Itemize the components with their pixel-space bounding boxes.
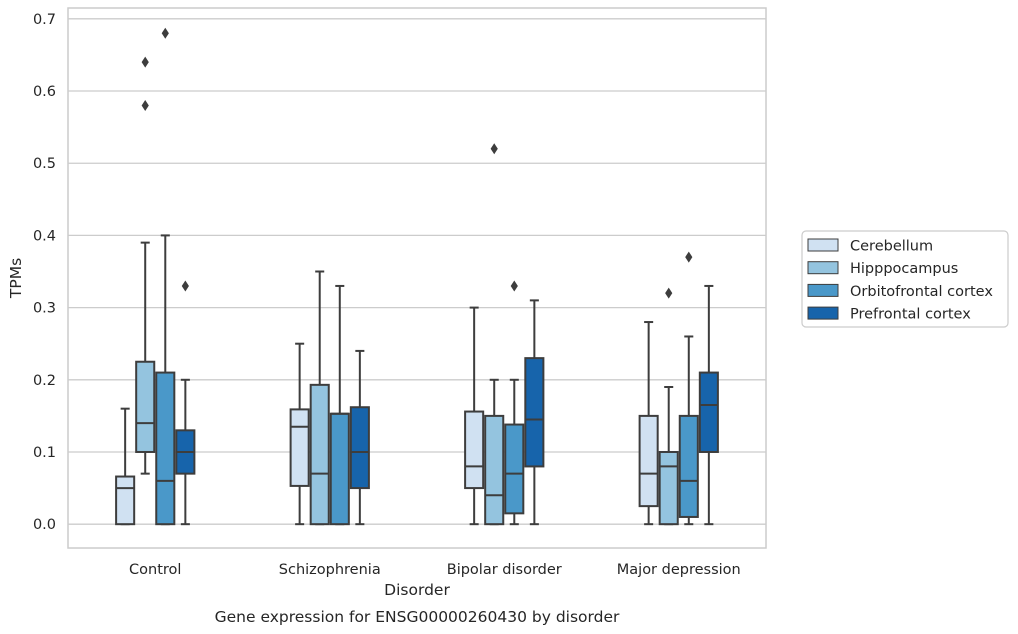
outlier-point bbox=[161, 27, 169, 39]
box-iqr bbox=[329, 412, 350, 526]
box-1-2 bbox=[329, 284, 350, 526]
box-2-0 bbox=[464, 306, 485, 526]
box-iqr bbox=[504, 423, 525, 515]
y-tick-label: 0.7 bbox=[33, 12, 56, 28]
outlier-point bbox=[510, 280, 518, 292]
legend-label: Hipppocampus bbox=[850, 261, 958, 277]
plot-frame bbox=[67, 7, 767, 549]
legend-swatch bbox=[807, 261, 839, 275]
box-1-3 bbox=[349, 349, 370, 526]
box-1-1 bbox=[309, 270, 330, 526]
outlier-point bbox=[141, 99, 149, 111]
y-tick-label: 0.0 bbox=[33, 517, 56, 533]
outlier-point bbox=[665, 287, 673, 299]
box-iqr bbox=[309, 383, 330, 526]
legend-item: Orbitofrontal cortex bbox=[807, 283, 993, 300]
box-iqr bbox=[658, 450, 679, 526]
chart-caption: Gene expression for ENSG00000260430 by d… bbox=[215, 608, 620, 626]
y-axis-label: TPMs bbox=[7, 258, 25, 299]
legend-item: Hipppocampus bbox=[807, 261, 958, 277]
outlier-point bbox=[490, 143, 498, 155]
legend-label: Prefrontal cortex bbox=[850, 307, 971, 323]
x-tick-label: Bipolar disorder bbox=[447, 562, 562, 578]
box-2-1 bbox=[484, 143, 505, 526]
legend-swatch bbox=[807, 238, 839, 252]
box-iqr bbox=[155, 371, 176, 526]
box-2-2 bbox=[504, 280, 525, 526]
box-2-3 bbox=[524, 299, 545, 526]
box-0-3 bbox=[175, 280, 196, 526]
box-3-3 bbox=[698, 284, 719, 526]
y-axis-ticks: 0.0 0.1 0.2 0.3 0.4 0.5 0.6 0.7 bbox=[33, 12, 56, 533]
x-axis-ticks: Control Schizophrenia Bipolar disorder Majo… bbox=[129, 562, 741, 578]
box-0-1 bbox=[135, 56, 156, 475]
box-iqr bbox=[524, 357, 545, 468]
x-tick-label: Schizophrenia bbox=[279, 562, 381, 578]
y-tick-label: 0.4 bbox=[33, 228, 56, 244]
y-tick-label: 0.2 bbox=[33, 373, 56, 389]
legend-label: Cerebellum bbox=[850, 239, 933, 255]
y-tick-label: 0.6 bbox=[33, 84, 56, 100]
outlier-point bbox=[181, 280, 189, 292]
legend-label: Orbitofrontal cortex bbox=[850, 284, 993, 300]
x-axis-label: Disorder bbox=[384, 581, 450, 599]
boxes bbox=[115, 27, 719, 526]
box-iqr bbox=[135, 360, 156, 453]
x-tick-label: Control bbox=[129, 562, 181, 578]
box-3-2 bbox=[678, 251, 699, 526]
x-tick-label: Major depression bbox=[617, 562, 741, 578]
legend-item: Prefrontal cortex bbox=[807, 306, 971, 323]
box-iqr bbox=[698, 371, 719, 453]
outlier-point bbox=[685, 251, 693, 263]
box-iqr bbox=[678, 414, 699, 518]
box-iqr bbox=[349, 406, 370, 490]
legend-swatch bbox=[807, 283, 839, 297]
y-tick-label: 0.1 bbox=[33, 445, 56, 461]
box-iqr bbox=[484, 414, 505, 526]
legend-swatch bbox=[807, 306, 839, 320]
legend: Cerebellum Hipppocampus Orbitofrontal cort… bbox=[801, 230, 1009, 328]
box-iqr bbox=[638, 414, 659, 508]
box-1-0 bbox=[289, 342, 310, 526]
y-tick-label: 0.5 bbox=[33, 156, 56, 172]
box-iqr bbox=[115, 475, 136, 526]
legend-item: Cerebellum bbox=[807, 238, 933, 255]
box-iqr bbox=[289, 408, 310, 487]
outlier-point bbox=[141, 56, 149, 68]
box-0-2 bbox=[155, 27, 176, 526]
box-3-0 bbox=[638, 321, 659, 526]
box-0-0 bbox=[115, 407, 136, 526]
box-3-1 bbox=[658, 287, 679, 526]
legend-frame bbox=[801, 230, 1009, 328]
box-iqr bbox=[464, 410, 485, 490]
y-tick-label: 0.3 bbox=[33, 301, 56, 317]
